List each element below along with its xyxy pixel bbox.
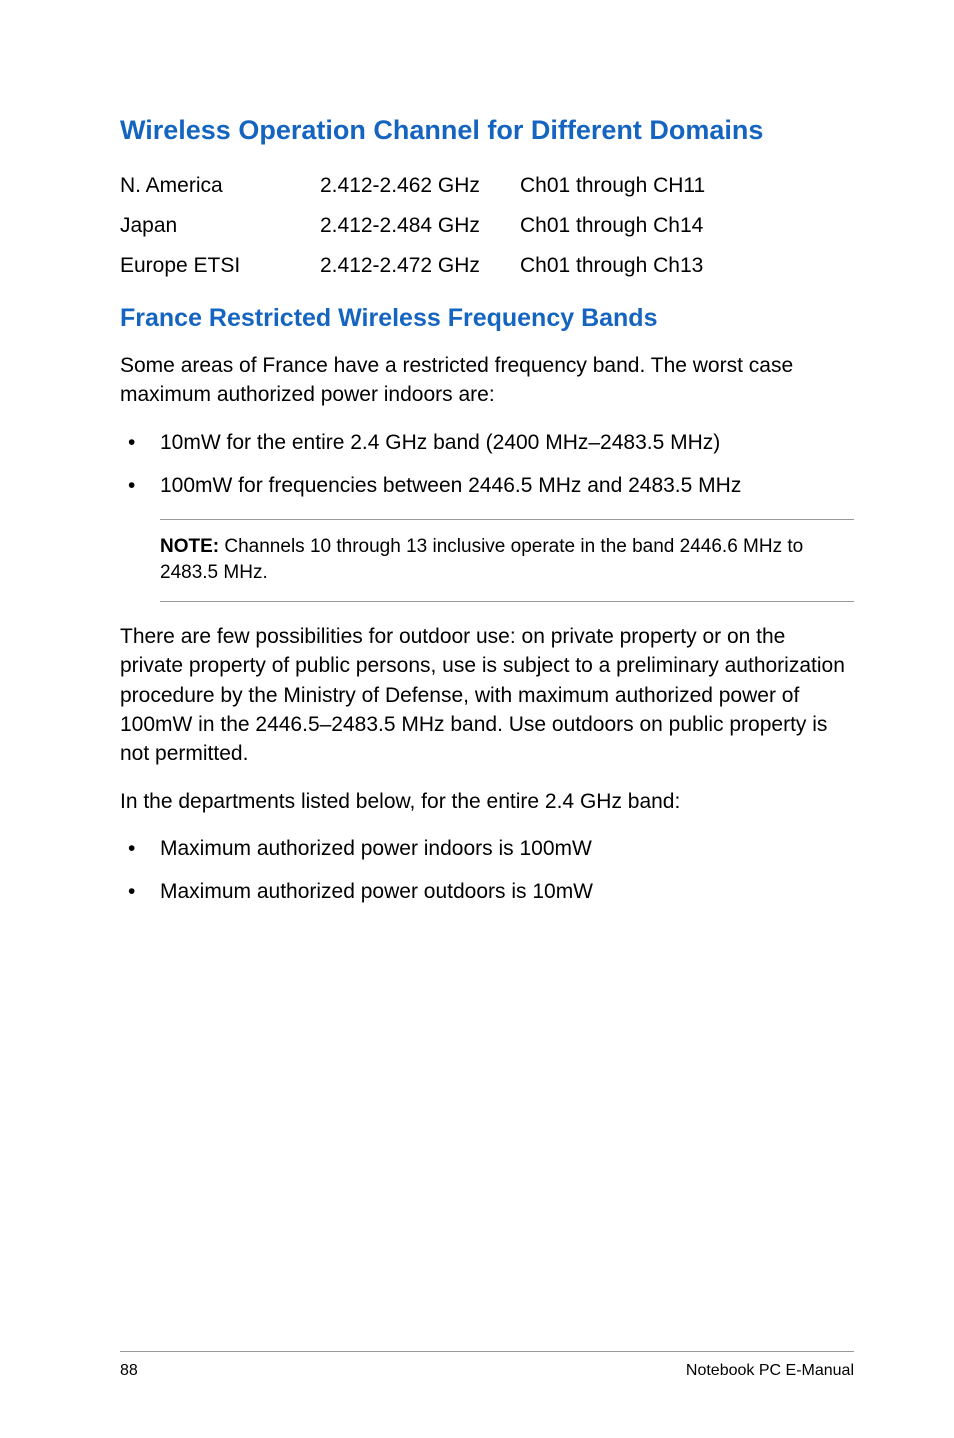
max-power-bullet-list: Maximum authorized power indoors is 100m… bbox=[120, 834, 854, 907]
list-item: 10mW for the entire 2.4 GHz band (2400 M… bbox=[120, 428, 854, 457]
channels-cell: Ch01 through Ch13 bbox=[520, 254, 854, 278]
list-item: Maximum authorized power outdoors is 10m… bbox=[120, 877, 854, 906]
channels-cell: Ch01 through Ch14 bbox=[520, 214, 854, 238]
france-intro-paragraph: Some areas of France have a restricted f… bbox=[120, 351, 854, 410]
france-bands-heading: France Restricted Wireless Frequency Ban… bbox=[120, 304, 854, 333]
note-box: NOTE: Channels 10 through 13 inclusive o… bbox=[160, 519, 854, 602]
region-cell: Europe ETSI bbox=[120, 254, 320, 278]
freq-cell: 2.412-2.462 GHz bbox=[320, 174, 520, 198]
region-cell: Japan bbox=[120, 214, 320, 238]
departments-paragraph: In the departments listed below, for the… bbox=[120, 787, 854, 816]
freq-cell: 2.412-2.484 GHz bbox=[320, 214, 520, 238]
outdoor-use-paragraph: There are few possibilities for outdoor … bbox=[120, 622, 854, 769]
page-footer: 88 Notebook PC E-Manual bbox=[120, 1351, 854, 1380]
channels-cell: Ch01 through CH11 bbox=[520, 174, 854, 198]
freq-cell: 2.412-2.472 GHz bbox=[320, 254, 520, 278]
page-number: 88 bbox=[120, 1362, 138, 1380]
wireless-channel-heading: Wireless Operation Channel for Different… bbox=[120, 115, 854, 146]
list-item: Maximum authorized power indoors is 100m… bbox=[120, 834, 854, 863]
table-row: Japan 2.412-2.484 GHz Ch01 through Ch14 bbox=[120, 206, 854, 246]
table-row: Europe ETSI 2.412-2.472 GHz Ch01 through… bbox=[120, 246, 854, 286]
channel-table: N. America 2.412-2.462 GHz Ch01 through … bbox=[120, 166, 854, 286]
power-bullet-list: 10mW for the entire 2.4 GHz band (2400 M… bbox=[120, 428, 854, 501]
list-item: 100mW for frequencies between 2446.5 MHz… bbox=[120, 471, 854, 500]
note-text: Channels 10 through 13 inclusive operate… bbox=[160, 536, 803, 584]
note-label: NOTE: bbox=[160, 536, 219, 557]
table-row: N. America 2.412-2.462 GHz Ch01 through … bbox=[120, 166, 854, 206]
region-cell: N. America bbox=[120, 174, 320, 198]
footer-title: Notebook PC E-Manual bbox=[686, 1362, 854, 1380]
